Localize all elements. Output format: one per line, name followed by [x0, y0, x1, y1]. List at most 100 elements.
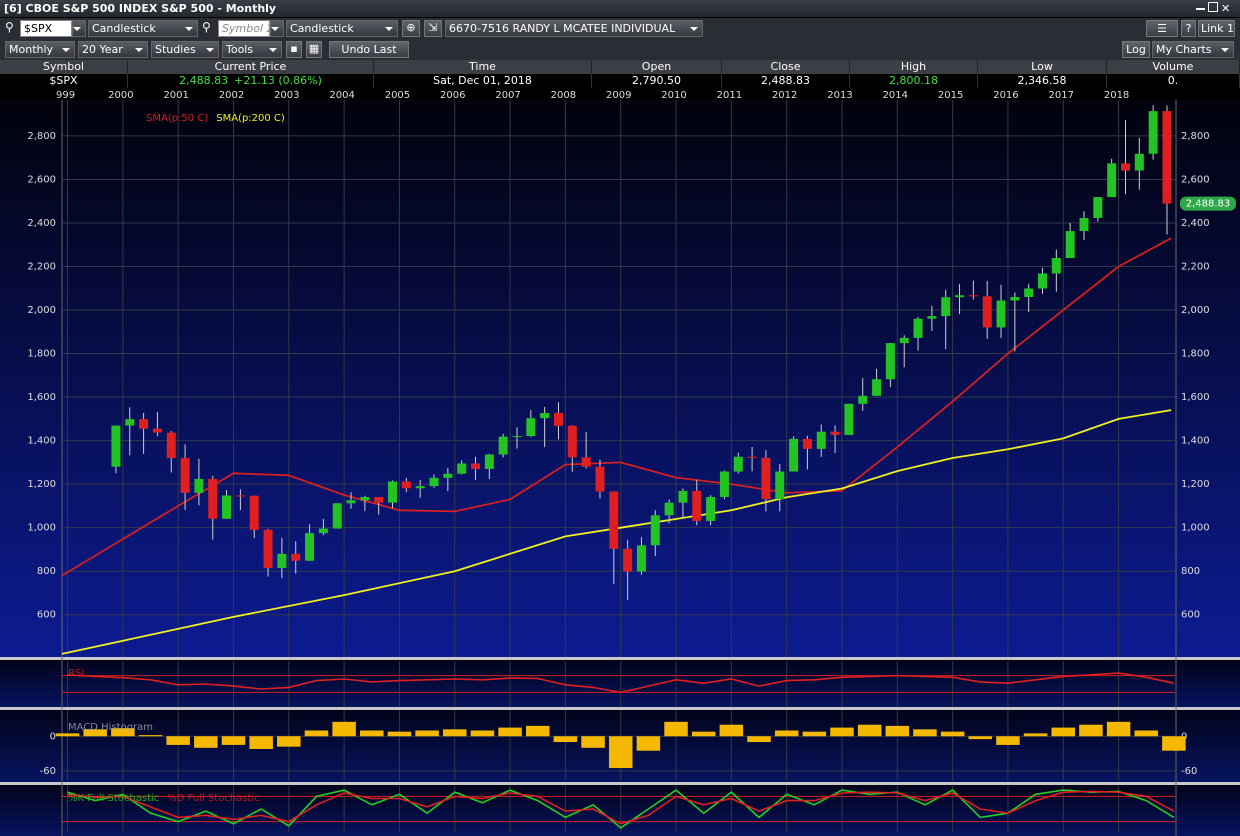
- candle-body: [222, 495, 232, 519]
- candle-body: [457, 463, 467, 474]
- histogram-bar: [194, 736, 218, 748]
- y-tick-label-right: 2,800: [1181, 131, 1210, 142]
- histogram-bar: [277, 736, 301, 747]
- candle-body: [636, 545, 646, 572]
- histogram-bar: [1162, 736, 1186, 751]
- log-button[interactable]: Log: [1122, 41, 1150, 58]
- separator: [0, 657, 1240, 660]
- draw-icon[interactable]: ▪: [286, 41, 302, 58]
- candle-body: [816, 431, 826, 449]
- histogram-bar: [1051, 727, 1076, 737]
- column-header: Close: [722, 60, 850, 74]
- series-line: [67, 672, 1175, 694]
- histogram-bar: [996, 736, 1020, 745]
- histogram-bar: [332, 721, 356, 737]
- candle-body: [1038, 273, 1048, 289]
- candle-body: [332, 503, 342, 529]
- candle-body: [471, 463, 480, 469]
- histogram-bar: [747, 736, 771, 743]
- histogram-bar: [968, 736, 993, 740]
- y-tick-label-right: 2,000: [1181, 305, 1210, 316]
- histogram-bar: [387, 731, 412, 737]
- histogram-bar: [1134, 730, 1158, 737]
- candle-body: [623, 548, 633, 572]
- candle-body: [540, 412, 550, 419]
- histogram-bar: [470, 730, 495, 737]
- candle-body: [208, 478, 218, 519]
- candle-body: [388, 481, 398, 503]
- chart-type-2[interactable]: Candlestick: [286, 20, 398, 37]
- quote-symbol: $SPX: [0, 74, 128, 88]
- series-line: [67, 789, 1175, 829]
- x-tick-label: 2006: [440, 90, 465, 101]
- x-tick-label: 2003: [274, 90, 299, 101]
- candle-body: [429, 477, 439, 487]
- candle-body: [581, 457, 591, 467]
- histogram-bar: [498, 727, 522, 737]
- quote-time: Sat, Dec 01, 2018: [374, 74, 592, 88]
- search-icon[interactable]: ⚲: [5, 20, 14, 34]
- candle-body: [609, 491, 619, 549]
- y-tick-label: -60: [40, 766, 56, 777]
- candle-body: [318, 528, 328, 534]
- symbol-dropdown[interactable]: [72, 20, 86, 37]
- y-tick-label-right: 1,600: [1181, 392, 1210, 403]
- candle-body: [927, 316, 937, 319]
- grid-icon[interactable]: ▦: [306, 41, 322, 58]
- candle-body: [484, 454, 494, 469]
- histogram-bar: [360, 730, 384, 737]
- search-icon[interactable]: ⚲: [202, 20, 211, 34]
- symbol2-input[interactable]: Symbol 2: [218, 20, 270, 37]
- window-controls[interactable]: ✕: [1196, 2, 1236, 15]
- candle-body: [498, 436, 508, 455]
- studies-dropdown[interactable]: Studies: [151, 41, 219, 58]
- undo-button[interactable]: Undo Last: [329, 41, 409, 58]
- legend-label: %K Full Stochastic: [68, 793, 159, 804]
- x-tick-label: 2007: [495, 90, 520, 101]
- my-charts-dropdown[interactable]: My Charts: [1152, 41, 1234, 58]
- main-panel: [0, 100, 1240, 657]
- x-tick-label: 2001: [163, 90, 188, 101]
- y-tick-label-right: 1,000: [1181, 523, 1210, 534]
- account-icon[interactable]: ⇲: [424, 20, 442, 37]
- candle-body: [235, 495, 245, 497]
- symbol2-dropdown[interactable]: [270, 20, 284, 37]
- candle-body: [111, 425, 121, 467]
- histogram-bar: [553, 736, 578, 743]
- tools-dropdown[interactable]: Tools: [222, 41, 282, 58]
- x-tick-label: 2004: [329, 90, 354, 101]
- candle-body: [678, 490, 688, 503]
- period-dropdown[interactable]: Monthly: [5, 41, 75, 58]
- candle-body: [650, 515, 660, 546]
- y-tick-label: 1,800: [27, 349, 56, 360]
- candle-body: [692, 490, 702, 521]
- quote-close: 2,488.83: [722, 74, 850, 88]
- x-tick-label: 2013: [827, 90, 852, 101]
- candle-body: [706, 496, 716, 521]
- x-tick-label: 999: [56, 90, 75, 101]
- histogram-bar: [913, 729, 937, 737]
- candle-body: [844, 403, 854, 435]
- candle-body: [1065, 231, 1075, 259]
- separator: [0, 782, 1240, 785]
- price-badge: [1180, 196, 1236, 211]
- candle-body: [664, 502, 674, 516]
- chart-type[interactable]: Candlestick: [88, 20, 198, 37]
- menu-button[interactable]: ☰: [1146, 20, 1178, 37]
- zoom-button[interactable]: ⊕: [402, 20, 420, 37]
- symbol-input[interactable]: $SPX: [20, 20, 72, 37]
- candle-body: [899, 337, 909, 344]
- link-button[interactable]: Link 1: [1198, 20, 1235, 37]
- candle-body: [1093, 197, 1103, 218]
- candle-body: [858, 395, 868, 404]
- candle-body: [1051, 258, 1061, 274]
- help-button[interactable]: ?: [1181, 20, 1196, 37]
- candle-body: [526, 418, 536, 437]
- account-dropdown[interactable]: 6670-7516 RANDY L MCATEE INDIVIDUAL: [445, 20, 703, 37]
- range-dropdown[interactable]: 20 Year: [78, 41, 148, 58]
- histogram-bar: [1023, 733, 1048, 737]
- candle-body: [305, 533, 315, 561]
- series-line: [61, 409, 1172, 655]
- candle-body: [968, 295, 978, 297]
